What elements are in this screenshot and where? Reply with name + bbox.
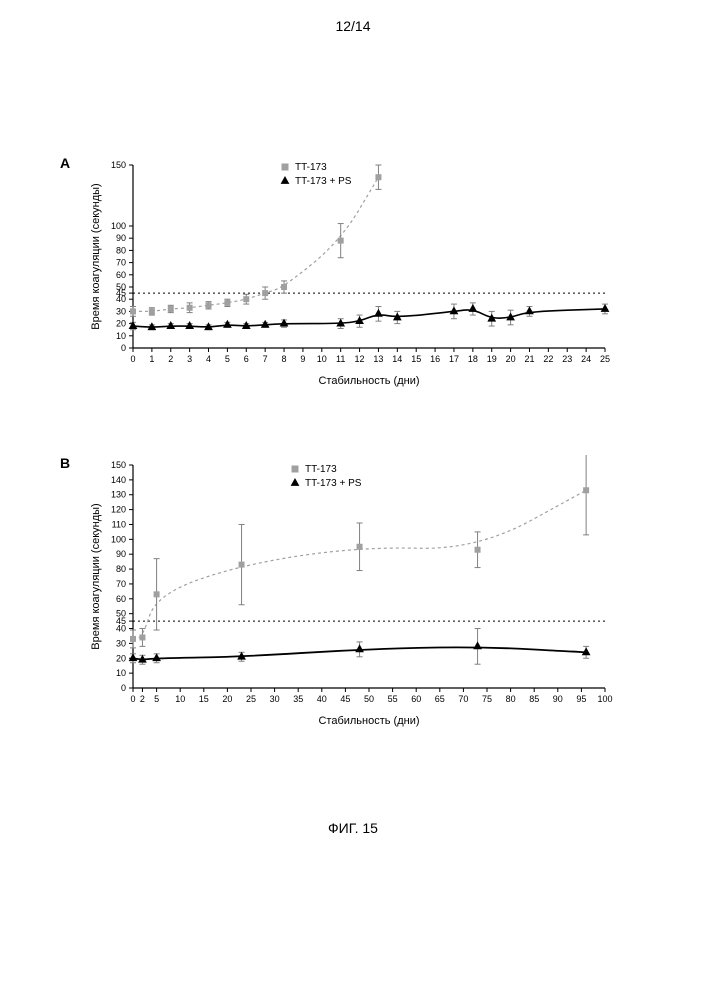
svg-text:25: 25 [246,694,256,704]
svg-text:20: 20 [116,653,126,663]
svg-text:150: 150 [111,160,126,170]
svg-text:5: 5 [225,354,230,364]
svg-text:23: 23 [562,354,572,364]
svg-text:15: 15 [411,354,421,364]
svg-text:TT-173: TT-173 [295,162,327,173]
svg-text:140: 140 [111,475,126,485]
svg-text:60: 60 [116,594,126,604]
svg-text:Стабильность (дни): Стабильность (дни) [318,715,419,727]
svg-text:70: 70 [458,694,468,704]
page-root: 12/14 A 01234567891011121314151617181920… [0,0,706,999]
svg-text:80: 80 [116,245,126,255]
svg-text:11: 11 [336,354,345,364]
svg-text:30: 30 [116,306,126,316]
svg-text:19: 19 [487,354,497,364]
panel-label-a: A [60,155,70,171]
svg-text:13: 13 [373,354,383,364]
svg-text:120: 120 [111,505,126,515]
svg-text:100: 100 [111,221,126,231]
svg-text:40: 40 [317,694,327,704]
svg-text:5: 5 [154,694,159,704]
svg-text:TT-173: TT-173 [305,464,337,475]
svg-text:30: 30 [270,694,280,704]
svg-text:2: 2 [140,694,145,704]
svg-text:18: 18 [468,354,478,364]
svg-text:10: 10 [116,331,126,341]
svg-text:55: 55 [388,694,398,704]
svg-text:24: 24 [581,354,591,364]
svg-text:130: 130 [111,490,126,500]
svg-text:Время коагуляции (секунды): Время коагуляции (секунды) [90,183,102,329]
figure-caption: ФИГ. 15 [0,820,706,836]
svg-text:0: 0 [121,343,126,353]
svg-text:95: 95 [576,694,586,704]
svg-text:20: 20 [506,354,516,364]
svg-text:45: 45 [340,694,350,704]
svg-text:110: 110 [112,519,126,529]
svg-text:Стабильность (дни): Стабильность (дни) [318,375,419,387]
svg-text:90: 90 [116,549,126,559]
chart-b: 0251015202530354045505560657075808590951… [85,455,615,735]
svg-text:20: 20 [222,694,232,704]
svg-text:60: 60 [116,270,126,280]
panel-label-b: B [60,455,70,471]
chart-a: 0123456789101112131415161718192021222324… [85,155,615,395]
svg-text:7: 7 [263,354,268,364]
svg-text:10: 10 [116,668,126,678]
svg-text:85: 85 [529,694,539,704]
svg-text:20: 20 [116,319,126,329]
svg-text:100: 100 [597,694,612,704]
svg-text:35: 35 [293,694,303,704]
svg-text:90: 90 [116,233,126,243]
svg-text:65: 65 [435,694,445,704]
svg-text:22: 22 [543,354,553,364]
svg-text:4: 4 [206,354,211,364]
svg-text:30: 30 [116,638,126,648]
svg-text:14: 14 [392,354,402,364]
svg-text:50: 50 [364,694,374,704]
svg-text:TT-173 + PS: TT-173 + PS [305,478,362,489]
svg-text:90: 90 [553,694,563,704]
page-header: 12/14 [0,18,706,34]
svg-text:80: 80 [506,694,516,704]
svg-text:Время коагуляции (секунды): Время коагуляции (секунды) [90,503,102,649]
svg-text:3: 3 [187,354,192,364]
svg-text:15: 15 [199,694,209,704]
svg-text:0: 0 [130,694,135,704]
svg-text:21: 21 [524,354,534,364]
svg-text:50: 50 [116,282,126,292]
svg-text:0: 0 [130,354,135,364]
svg-text:9: 9 [300,354,305,364]
svg-text:75: 75 [482,694,492,704]
svg-text:16: 16 [430,354,440,364]
svg-text:100: 100 [111,534,126,544]
svg-text:0: 0 [121,683,126,693]
svg-text:60: 60 [411,694,421,704]
svg-text:80: 80 [116,564,126,574]
svg-text:8: 8 [282,354,287,364]
svg-text:70: 70 [116,579,126,589]
svg-text:17: 17 [449,354,459,364]
svg-text:50: 50 [116,609,126,619]
svg-text:150: 150 [111,460,126,470]
svg-text:10: 10 [317,354,327,364]
svg-text:TT-173 + PS: TT-173 + PS [295,176,352,187]
svg-text:25: 25 [600,354,610,364]
svg-text:10: 10 [175,694,185,704]
svg-text:12: 12 [355,354,365,364]
svg-text:70: 70 [116,258,126,268]
svg-text:2: 2 [168,354,173,364]
svg-text:6: 6 [244,354,249,364]
svg-text:1: 1 [149,354,154,364]
